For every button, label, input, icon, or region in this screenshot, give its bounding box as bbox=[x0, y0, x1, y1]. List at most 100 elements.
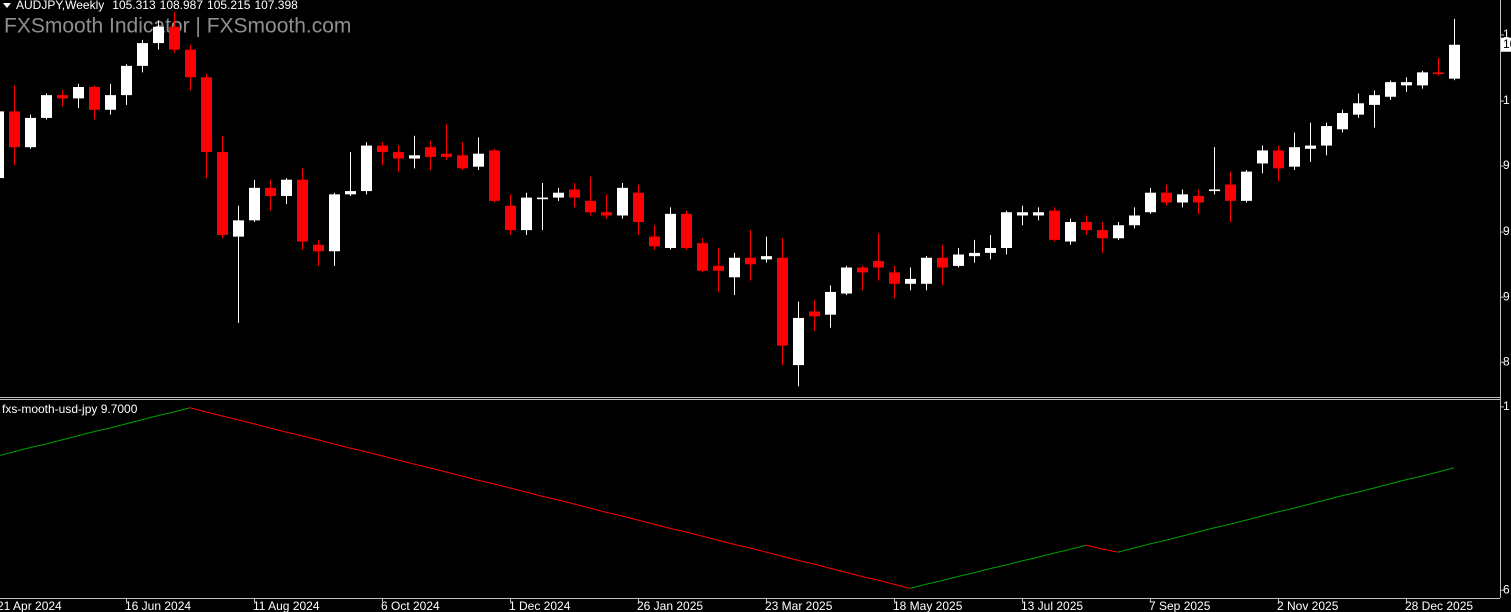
ohlc-close: 107.398 bbox=[254, 0, 298, 12]
indicator-segment bbox=[957, 572, 975, 577]
indicator-segment bbox=[285, 431, 303, 437]
indicator-segment bbox=[1421, 471, 1439, 477]
indicator-segment bbox=[1005, 560, 1023, 566]
candle-body bbox=[185, 49, 196, 78]
indicator-segment bbox=[189, 407, 207, 413]
x-tick-label: 28 Dec 2025 bbox=[1405, 599, 1473, 612]
candle-body bbox=[41, 95, 52, 118]
ohlc-open: 105.313 bbox=[112, 0, 156, 12]
candle-body bbox=[1225, 184, 1236, 201]
y-tick-label: 1 bbox=[1503, 93, 1510, 107]
candle-body bbox=[985, 248, 996, 253]
symbol-title: AUDJPY,Weekly bbox=[16, 0, 104, 12]
x-tick-label: 21 Apr 2024 bbox=[0, 599, 62, 612]
indicator-segment bbox=[477, 479, 495, 485]
candle-body bbox=[1369, 95, 1380, 105]
indicator-segment bbox=[317, 439, 335, 445]
indicator-segment bbox=[445, 471, 463, 477]
candle-body bbox=[265, 187, 276, 196]
indicator-segment bbox=[1165, 535, 1183, 541]
candle-body bbox=[649, 236, 660, 247]
candle-body bbox=[713, 265, 724, 271]
candle-body bbox=[1065, 221, 1076, 242]
candle-body bbox=[937, 257, 948, 268]
candle-body bbox=[1337, 113, 1348, 130]
candle-body bbox=[857, 267, 868, 273]
indicator-segment bbox=[781, 555, 799, 561]
candle-body bbox=[745, 257, 756, 265]
price-marker bbox=[1501, 37, 1511, 52]
y-tick-label: 9 bbox=[1503, 289, 1510, 303]
indicator-segment bbox=[989, 564, 1007, 570]
candle-body bbox=[1193, 195, 1204, 203]
indicator-segment bbox=[1197, 527, 1215, 533]
indicator-segment bbox=[1437, 467, 1455, 473]
indicator-segment bbox=[61, 435, 79, 441]
y-tick-label: 9 bbox=[1503, 224, 1510, 238]
candle-body bbox=[873, 261, 884, 268]
indicator-segment bbox=[1293, 503, 1311, 509]
indicator-segment bbox=[813, 563, 831, 569]
candle-body bbox=[825, 291, 836, 315]
candle-body bbox=[889, 272, 900, 284]
candle-body bbox=[777, 257, 788, 346]
x-tick-label: 6 Oct 2024 bbox=[381, 599, 440, 612]
indicator-segment bbox=[125, 419, 143, 425]
indicator-segment bbox=[173, 407, 191, 413]
indicator-segment bbox=[973, 568, 991, 574]
candle-body bbox=[633, 192, 644, 222]
indicator-segment bbox=[637, 519, 655, 525]
candle-body bbox=[169, 26, 180, 50]
indicator-segment bbox=[13, 447, 31, 453]
indicator-segment bbox=[461, 475, 479, 481]
indicator-segment bbox=[1037, 552, 1055, 558]
candle-body bbox=[1353, 103, 1364, 115]
candle-body bbox=[1433, 72, 1444, 74]
candle-body bbox=[361, 145, 372, 192]
candle-body bbox=[601, 212, 612, 216]
candle-body bbox=[457, 155, 468, 169]
indicator-segment bbox=[653, 523, 671, 529]
candle-body bbox=[905, 278, 916, 284]
indicator-segment bbox=[621, 515, 639, 521]
indicator-segment bbox=[1325, 495, 1343, 501]
symbol-menu-icon[interactable] bbox=[3, 3, 11, 8]
indicator-segment bbox=[685, 531, 703, 537]
indicator-segment bbox=[1181, 531, 1199, 537]
candle-body bbox=[1033, 212, 1044, 216]
candle-body bbox=[441, 153, 452, 157]
indicator-segment bbox=[205, 411, 223, 417]
indicator-title: fxs-mooth-usd-jpy 9.7000 bbox=[2, 402, 138, 416]
candle-body bbox=[1241, 171, 1252, 201]
candle-body bbox=[121, 65, 132, 96]
x-tick-label: 11 Aug 2024 bbox=[253, 599, 320, 612]
indicator-segment bbox=[1357, 487, 1375, 493]
candle-body bbox=[537, 197, 548, 200]
indicator-segment bbox=[1245, 515, 1263, 521]
indicator-segment bbox=[733, 543, 751, 549]
indicator-segment bbox=[1309, 499, 1327, 505]
indicator-segment bbox=[749, 547, 767, 553]
candle-body bbox=[233, 220, 244, 237]
indicator-segment bbox=[333, 443, 351, 449]
candle-body bbox=[729, 257, 740, 278]
indicator-segment bbox=[1389, 479, 1407, 485]
indicator-segment bbox=[77, 431, 95, 437]
indicator-segment bbox=[557, 499, 575, 505]
indicator-segment bbox=[157, 411, 175, 417]
candle-body bbox=[249, 187, 260, 221]
candle-body bbox=[425, 147, 436, 157]
x-tick-label: 16 Jun 2024 bbox=[125, 599, 191, 612]
x-tick-label: 2 Nov 2025 bbox=[1277, 599, 1339, 612]
indicator-segment bbox=[605, 511, 623, 517]
x-tick-label: 1 Dec 2024 bbox=[509, 599, 571, 612]
ohlc-high: 108.987 bbox=[160, 0, 204, 12]
candle-body bbox=[297, 179, 308, 242]
indicator-segment bbox=[493, 483, 511, 489]
indicator-segment bbox=[1021, 556, 1039, 562]
price-marker-label: 107.398 bbox=[1503, 37, 1511, 51]
indicator-segment bbox=[717, 539, 735, 545]
indicator-segment bbox=[893, 583, 911, 589]
